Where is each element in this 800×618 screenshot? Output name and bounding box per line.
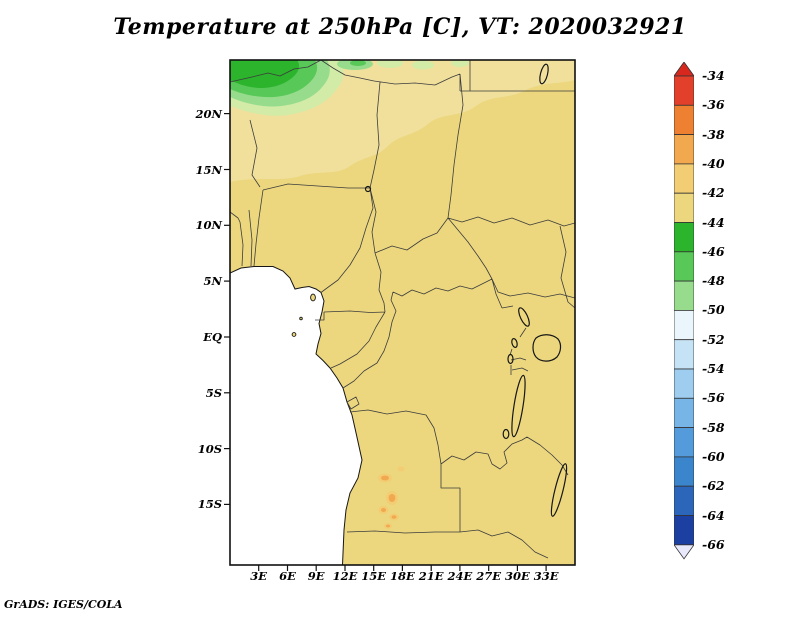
colorbar-segment (674, 134, 694, 165)
colorbar-tick-label: -58 (702, 419, 725, 435)
coastline (230, 266, 363, 565)
colorbar-segment (674, 397, 694, 428)
lon-tick-label: 3E (250, 569, 268, 583)
lat-tick-label: 10N (195, 218, 222, 233)
lon-tick-label: 12E (332, 569, 358, 583)
colorbar-segment (674, 456, 694, 487)
colorbar-tick-label: -44 (702, 214, 725, 230)
colorbar-segment (674, 485, 694, 516)
lat-tick-label: 10S (197, 441, 222, 456)
lon-tick-label: 6E (279, 569, 296, 583)
lon-tick-label: 15E (361, 569, 387, 583)
colorbar-segment (674, 515, 694, 546)
colorbar-tick-label: -56 (702, 390, 725, 406)
axis-ticks (224, 112, 547, 571)
colorbar-tick-label: -34 (702, 68, 725, 83)
map-panel (224, 59, 576, 571)
colorbar-tick-label: -38 (702, 126, 725, 142)
colorbar-tick-label: -46 (702, 243, 725, 259)
colorbar-tick-label: -50 (702, 302, 725, 318)
colorbar-segment (674, 427, 694, 458)
colorbar-tick-label: -36 (702, 97, 725, 113)
lat-tick-label: 20N (195, 106, 222, 121)
colorbar-segment (674, 251, 694, 282)
colorbar-tick-label: -40 (702, 155, 725, 171)
colorbar-segment (674, 163, 694, 194)
grads-credit: GrADS: IGES/COLA (4, 598, 123, 611)
atlantic-ocean (230, 266, 362, 565)
lat-tick-label: 15N (195, 162, 222, 177)
lat-tick-label: 5S (205, 385, 222, 400)
country-borders (230, 60, 575, 559)
colorbar-tick-label: -52 (702, 331, 725, 347)
lon-tick-label: 9E (307, 569, 325, 583)
green-cold-region (230, 60, 469, 116)
colorbar-segment (674, 104, 694, 135)
lon-tick-label: 33E (533, 569, 559, 583)
colorbar-top-arrow (674, 62, 694, 77)
colorbar (674, 62, 694, 560)
colorbar-bottom-arrow (674, 544, 694, 560)
colorbar-tick-label: -54 (702, 361, 725, 376)
islands (291, 293, 316, 337)
lon-tick-label: 21E (418, 569, 444, 583)
colorbar-segment (674, 192, 694, 223)
map-canvas (224, 59, 576, 571)
colorbar-segment (674, 75, 694, 106)
colorbar-tick-label: -48 (702, 273, 725, 289)
colorbar-tick-label: -42 (702, 185, 725, 201)
lon-tick-label: 18E (390, 569, 415, 583)
lat-tick-label: 5N (203, 274, 222, 289)
lon-tick-label: 24E (447, 569, 473, 583)
orange-warm-spots (378, 466, 405, 529)
colorbar-tick-label: -64 (702, 507, 725, 523)
colorbar-segment (674, 280, 694, 311)
lakes (364, 63, 568, 517)
colorbar-segment (674, 368, 694, 399)
colorbar-segment (674, 339, 694, 370)
colorbar-tick-label: -66 (702, 536, 725, 552)
colorbar-tick-label: -60 (702, 448, 725, 464)
colorbar-segment (674, 309, 694, 341)
colorbar-tick-label: -62 (702, 478, 725, 494)
lon-tick-label: 27E (476, 569, 502, 583)
colorbar-segment (674, 222, 694, 253)
plot-title: Temperature at 250hPa [C], VT: 202003292… (113, 14, 687, 40)
lat-tick-label: 15S (197, 497, 222, 512)
lat-tick-label: EQ (203, 330, 222, 344)
lon-tick-label: 30E (505, 569, 530, 583)
